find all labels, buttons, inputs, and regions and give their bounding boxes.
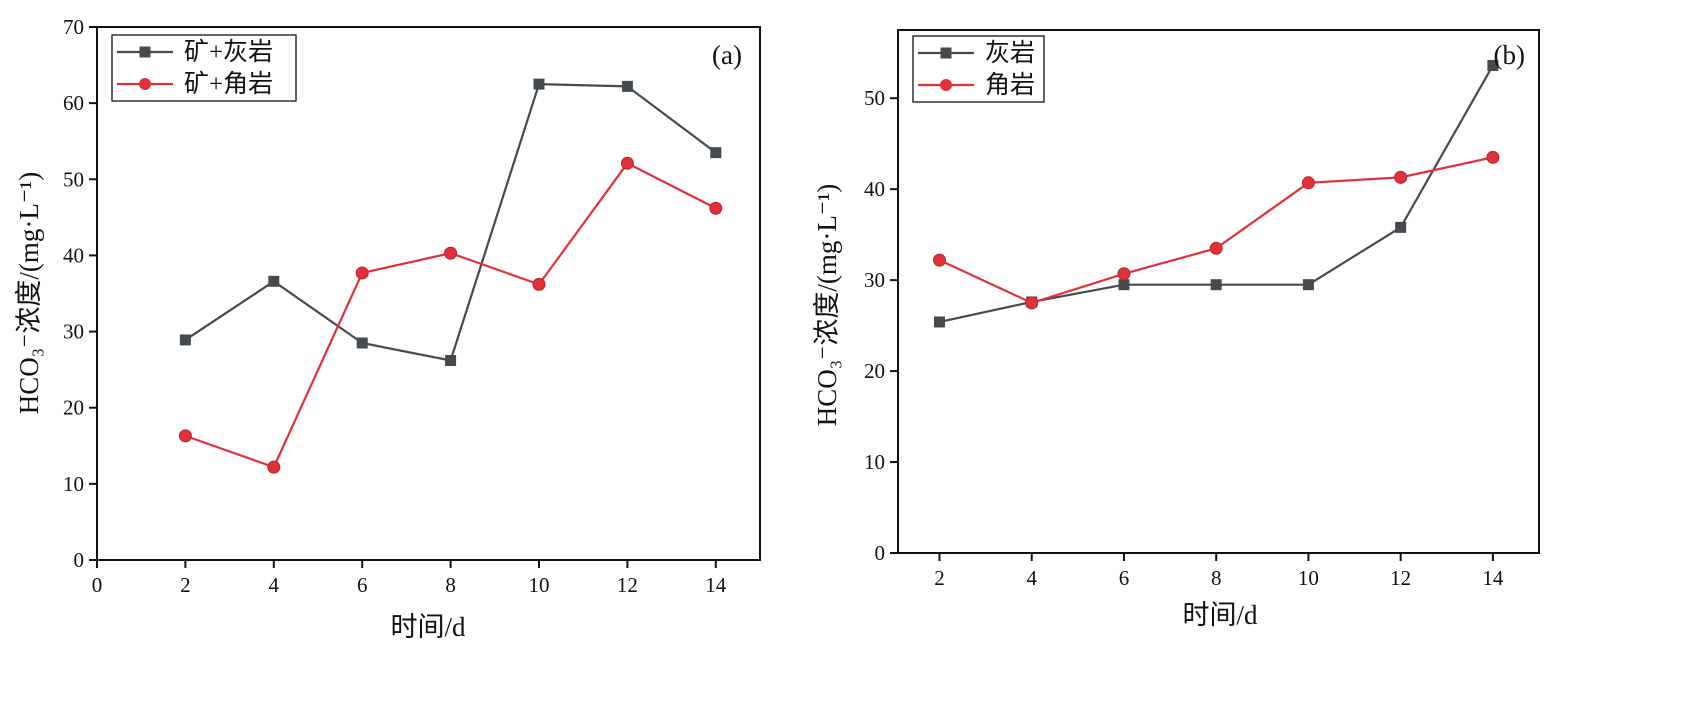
x-tick-label: 14: [705, 573, 727, 597]
data-point-square: [1118, 279, 1130, 291]
y-tick-label: 50: [864, 86, 885, 110]
x-tick-label: 8: [445, 573, 456, 597]
data-point-square: [533, 78, 545, 90]
y-tick-label: 0: [875, 541, 886, 565]
data-point-square: [268, 275, 280, 287]
legend-label: 角岩: [985, 71, 1035, 99]
y-tick-label: 0: [74, 548, 85, 572]
x-tick-label: 8: [1211, 566, 1222, 590]
y-tick-label: 70: [63, 15, 84, 39]
x-tick-label: 6: [1119, 566, 1130, 590]
x-tick-label: 10: [1298, 566, 1319, 590]
data-point-square: [1395, 221, 1407, 233]
y-tick-label: 60: [63, 91, 84, 115]
data-point-square: [710, 147, 722, 159]
data-point-circle: [532, 277, 546, 291]
data-point-square: [179, 334, 191, 346]
legend-label: 矿+灰岩: [184, 38, 273, 66]
y-axis-title: HCO₃⁻浓度/(mg·L⁻¹): [812, 184, 842, 427]
plot-frame: [96, 26, 761, 561]
y-tick-label: 20: [864, 359, 885, 383]
x-axis-title: 时间/d: [1182, 600, 1258, 630]
y-tick-label: 10: [864, 450, 885, 474]
x-tick-label: 12: [1390, 566, 1411, 590]
legend-label: 矿+角岩: [184, 70, 273, 98]
data-point-circle: [178, 429, 192, 443]
data-point-circle: [709, 201, 723, 215]
x-tick-label: 4: [269, 573, 280, 597]
x-tick-label: 4: [1026, 566, 1037, 590]
legend-marker-circle: [139, 78, 151, 90]
y-tick-label: 30: [63, 320, 84, 344]
legend-box: [912, 35, 1045, 103]
y-tick-label: 10: [63, 472, 84, 496]
data-point-circle: [444, 246, 458, 260]
data-point-square: [356, 337, 368, 349]
legend-marker-circle: [940, 79, 952, 91]
data-point-circle: [1117, 267, 1131, 281]
x-tick-label: 6: [357, 573, 368, 597]
series-line-1: [184, 82, 717, 362]
data-point-circle: [267, 460, 281, 474]
y-tick-label: 40: [864, 177, 885, 201]
data-point-square: [934, 316, 946, 328]
data-point-square: [445, 355, 457, 367]
series-line-2: [185, 161, 717, 469]
x-tick-label: 14: [1482, 566, 1504, 590]
y-tick-label: 20: [63, 396, 84, 420]
data-point-circle: [933, 253, 947, 267]
data-point-circle: [620, 156, 634, 170]
data-point-circle: [355, 266, 369, 280]
data-point-circle: [1301, 176, 1315, 190]
legend-marker-square: [940, 47, 952, 59]
y-axis-title: HCO₃⁻浓度/(mg·L⁻¹): [14, 172, 44, 415]
legend-box: [111, 34, 297, 102]
x-tick-label: 0: [92, 573, 103, 597]
plot-frame: [897, 29, 1540, 554]
data-point-circle: [1394, 170, 1408, 184]
data-point-square: [1210, 279, 1222, 291]
data-point-circle: [1025, 296, 1039, 310]
data-point-square: [1487, 59, 1499, 71]
panel-label: (a): [712, 40, 742, 70]
x-tick-label: 2: [934, 566, 945, 590]
x-tick-label: 12: [617, 573, 638, 597]
chart-panel-a: 0 2 4 6 8 10 12 14 0 10 20 30 40 50 60 70 矿+灰岩矿+角岩 (a) 时间/…: [14, 15, 761, 642]
y-tick-label: 50: [63, 167, 84, 191]
x-tick-label: 2: [180, 573, 191, 597]
x-tick-label: 10: [529, 573, 550, 597]
legend-marker-square: [139, 46, 151, 58]
x-axis-title: 时间/d: [390, 612, 466, 642]
legend-label: 灰岩: [985, 39, 1035, 67]
data-point-square: [1302, 279, 1314, 291]
y-tick-label: 30: [864, 268, 885, 292]
data-point-circle: [1209, 241, 1223, 255]
data-point-square: [621, 80, 633, 92]
y-tick-label: 40: [63, 243, 84, 267]
panel-label: (b): [1494, 40, 1525, 70]
data-point-circle: [1486, 150, 1500, 164]
